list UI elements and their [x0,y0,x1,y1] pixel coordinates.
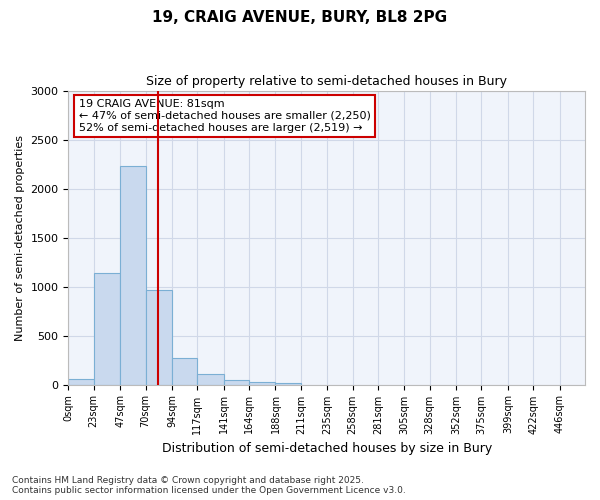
Bar [197,374,224,384]
Text: Contains HM Land Registry data © Crown copyright and database right 2025.
Contai: Contains HM Land Registry data © Crown c… [12,476,406,495]
Bar [94,273,120,384]
Y-axis label: Number of semi-detached properties: Number of semi-detached properties [15,134,25,340]
Bar [224,380,249,384]
Title: Size of property relative to semi-detached houses in Bury: Size of property relative to semi-detach… [146,75,507,88]
Bar [172,358,197,384]
X-axis label: Distribution of semi-detached houses by size in Bury: Distribution of semi-detached houses by … [161,442,492,455]
Bar [249,382,275,384]
Text: 19, CRAIG AVENUE, BURY, BL8 2PG: 19, CRAIG AVENUE, BURY, BL8 2PG [152,10,448,25]
Bar [120,166,146,384]
Bar [275,382,301,384]
Bar [146,290,172,384]
Bar [68,378,94,384]
Text: 19 CRAIG AVENUE: 81sqm
← 47% of semi-detached houses are smaller (2,250)
52% of : 19 CRAIG AVENUE: 81sqm ← 47% of semi-det… [79,100,371,132]
